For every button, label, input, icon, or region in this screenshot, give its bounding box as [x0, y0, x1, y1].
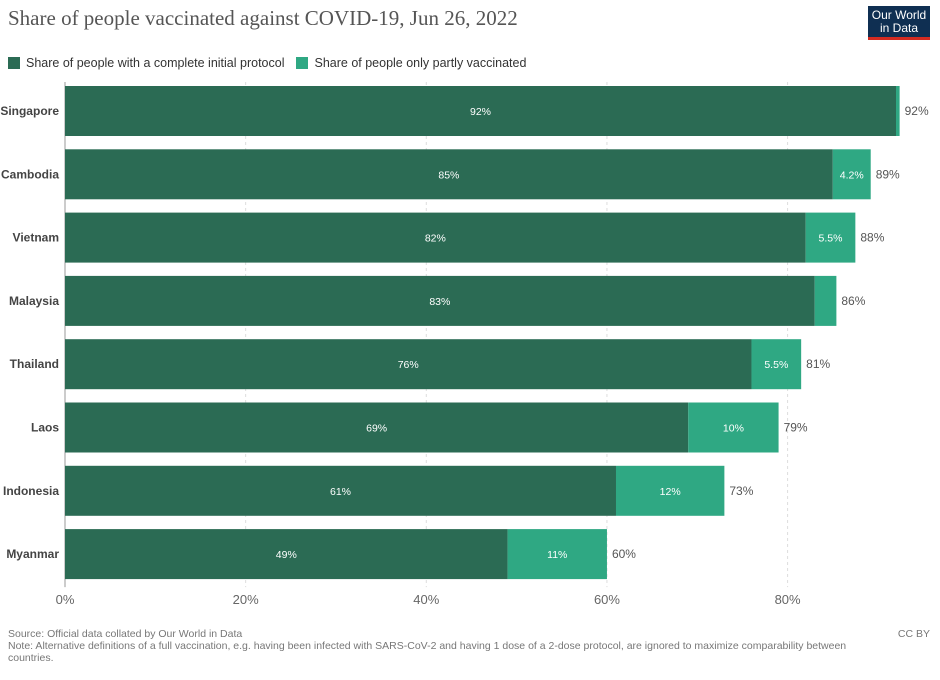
bar-value-label: 61%	[330, 486, 351, 498]
category-label: Myanmar	[6, 547, 59, 561]
footer: Source: Official data collated by Our Wo…	[8, 628, 888, 664]
bar-partial	[805, 212, 856, 263]
total-label: 73%	[729, 484, 753, 498]
bar-value-label: 12%	[660, 486, 681, 498]
bar-complete	[65, 86, 896, 136]
owid-logo[interactable]: Our World in Data	[868, 6, 930, 40]
bar-complete	[65, 402, 689, 453]
bar-value-label: 85%	[438, 169, 459, 181]
bar-value-label: 92%	[470, 106, 491, 118]
x-tick-label: 0%	[56, 592, 75, 607]
bar-partial	[832, 149, 871, 200]
bar-value-label: 83%	[429, 296, 450, 308]
bar-value-label: 11%	[547, 549, 567, 561]
bar-partial	[615, 465, 725, 516]
bar-value-label: 76%	[398, 359, 419, 371]
bar-value-label: 4.2%	[840, 169, 864, 181]
bar-value-label: 69%	[366, 423, 387, 435]
legend-item-complete[interactable]: Share of people with a complete initial …	[8, 56, 284, 70]
logo-line-1: Our World	[871, 8, 927, 22]
bar-partial	[814, 275, 837, 326]
source-text: Source: Official data collated by Our Wo…	[8, 628, 243, 640]
total-label: 86%	[841, 294, 865, 308]
bar-partial	[896, 86, 900, 136]
bar-complete	[65, 212, 806, 263]
category-label: Cambodia	[1, 167, 59, 181]
bar-value-label: 82%	[425, 233, 446, 245]
legend-label-complete: Share of people with a complete initial …	[26, 56, 285, 70]
category-label: Indonesia	[3, 484, 59, 498]
category-label: Laos	[31, 421, 59, 435]
logo-line-2: in Data	[879, 21, 919, 35]
x-tick-label: 40%	[413, 592, 439, 607]
bar-complete	[65, 275, 815, 326]
total-label: 60%	[612, 547, 636, 561]
bar-complete	[65, 529, 508, 580]
chart-title: Share of people vaccinated against COVID…	[8, 6, 518, 30]
legend-label-partial: Share of people only partly vaccinated	[314, 56, 527, 70]
bar-partial	[751, 339, 802, 390]
category-label: Vietnam	[13, 231, 59, 245]
bar-value-label: 5.5%	[819, 233, 843, 245]
bar-partial	[688, 402, 779, 453]
total-label: 81%	[806, 357, 830, 371]
bar-partial	[507, 529, 607, 580]
total-label: 89%	[876, 167, 900, 181]
note-text: Note: Alternative definitions of a full …	[8, 640, 847, 664]
license-link[interactable]: CC BY	[897, 628, 930, 640]
bar-complete	[65, 149, 833, 200]
x-tick-label: 60%	[594, 592, 620, 607]
bar-value-label: 10%	[723, 423, 744, 435]
legend-swatch-complete	[8, 57, 20, 69]
legend-item-partial[interactable]: Share of people only partly vaccinated	[296, 56, 526, 70]
bar-value-label: 5.5%	[764, 359, 788, 371]
bar-value-label: 49%	[276, 549, 297, 561]
category-label: Singapore	[0, 104, 59, 118]
total-label: 79%	[784, 421, 808, 435]
x-tick-label: 20%	[233, 592, 259, 607]
total-label: 92%	[905, 104, 929, 118]
bar-complete	[65, 339, 752, 390]
category-label: Thailand	[10, 357, 59, 371]
legend: Share of people with a complete initial …	[8, 56, 538, 70]
x-tick-label: 80%	[775, 592, 801, 607]
bar-chart: 0% 20% 40% 60% 80% Singapore 92% 92% Cambodia 85%…	[0, 82, 929, 607]
bar-complete	[65, 465, 616, 516]
legend-swatch-partial	[296, 57, 309, 69]
total-label: 88%	[860, 231, 884, 245]
category-label: Malaysia	[9, 294, 59, 308]
